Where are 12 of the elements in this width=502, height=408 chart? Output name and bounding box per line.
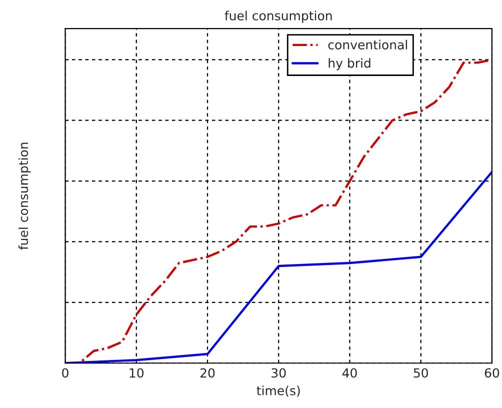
x-tick-label: 50 [414, 368, 428, 378]
legend-label: conventional [328, 40, 407, 50]
x-axis-title: time(s) [256, 386, 300, 397]
y-axis-title: fuel consumption [18, 142, 31, 250]
x-tick-label: 0 [62, 368, 68, 378]
legend-label: hy brid [328, 58, 370, 70]
x-tick-label: 60 [484, 368, 500, 378]
x-tick-label: 20 [200, 368, 215, 378]
x-tick-label: 10 [130, 368, 144, 378]
x-tick-label: 40 [342, 368, 357, 378]
x-tick-label: 30 [272, 368, 286, 378]
chart-title: fuel consumption [224, 10, 332, 23]
